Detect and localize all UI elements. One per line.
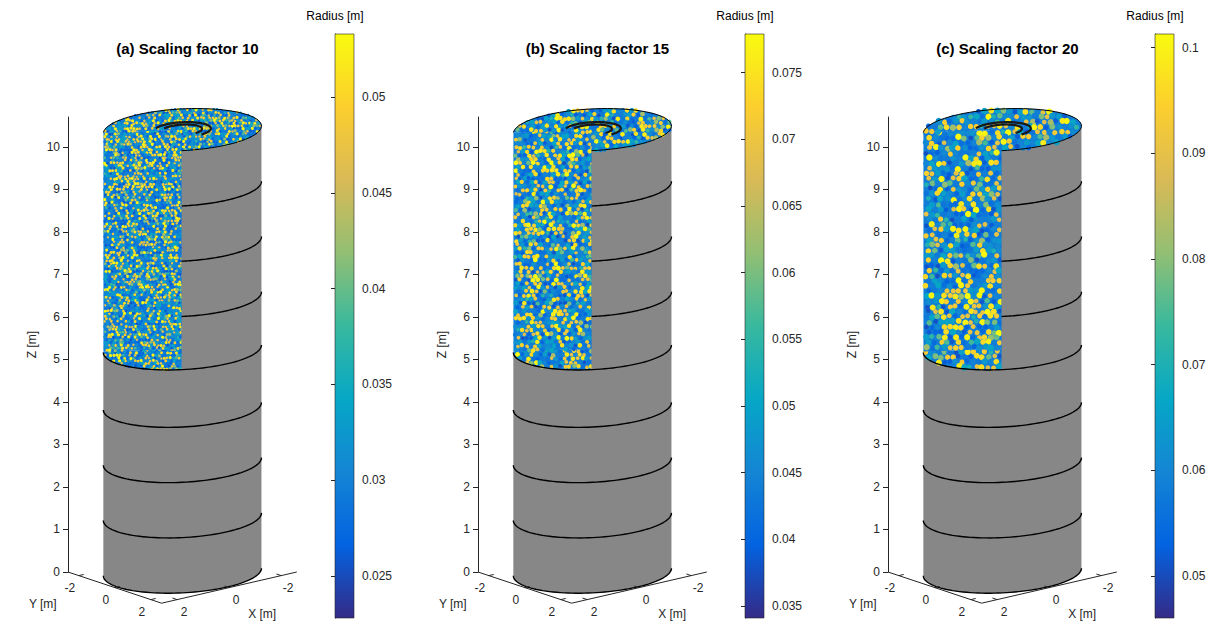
svg-text:0.03: 0.03 bbox=[362, 473, 386, 487]
svg-text:0.09: 0.09 bbox=[1182, 146, 1206, 160]
svg-text:0.05: 0.05 bbox=[362, 90, 386, 104]
svg-text:0: 0 bbox=[643, 593, 650, 607]
svg-text:3: 3 bbox=[463, 437, 470, 451]
svg-text:0.075: 0.075 bbox=[772, 66, 802, 80]
svg-text:0.1: 0.1 bbox=[1182, 41, 1199, 55]
svg-text:Y [m]: Y [m] bbox=[439, 597, 467, 611]
svg-text:(c) Scaling factor 20: (c) Scaling factor 20 bbox=[936, 40, 1079, 57]
svg-text:2: 2 bbox=[958, 605, 965, 619]
svg-text:2: 2 bbox=[463, 480, 470, 494]
svg-text:2: 2 bbox=[181, 605, 188, 619]
svg-text:-2: -2 bbox=[283, 581, 294, 595]
svg-text:5: 5 bbox=[463, 352, 470, 366]
svg-text:4: 4 bbox=[53, 395, 60, 409]
svg-text:-2: -2 bbox=[1103, 581, 1114, 595]
svg-text:0: 0 bbox=[873, 565, 880, 579]
svg-text:-2: -2 bbox=[693, 581, 704, 595]
svg-text:0: 0 bbox=[463, 565, 470, 579]
svg-text:1: 1 bbox=[463, 522, 470, 536]
svg-text:7: 7 bbox=[463, 267, 470, 281]
svg-text:0.035: 0.035 bbox=[362, 377, 392, 391]
svg-text:Z [m]: Z [m] bbox=[25, 331, 39, 358]
svg-text:X [m]: X [m] bbox=[1068, 607, 1096, 621]
svg-text:0.055: 0.055 bbox=[772, 332, 802, 346]
svg-text:0.04: 0.04 bbox=[772, 532, 796, 546]
svg-text:6: 6 bbox=[873, 310, 880, 324]
svg-text:0.04: 0.04 bbox=[362, 282, 386, 296]
svg-text:Radius [m]: Radius [m] bbox=[716, 9, 773, 23]
svg-text:0.08: 0.08 bbox=[1182, 252, 1206, 266]
svg-text:1: 1 bbox=[53, 522, 60, 536]
svg-text:Radius [m]: Radius [m] bbox=[1126, 9, 1183, 23]
svg-text:8: 8 bbox=[873, 225, 880, 239]
svg-text:X [m]: X [m] bbox=[658, 607, 686, 621]
svg-text:0: 0 bbox=[233, 593, 240, 607]
svg-text:Z [m]: Z [m] bbox=[435, 331, 449, 358]
svg-text:6: 6 bbox=[53, 310, 60, 324]
svg-text:7: 7 bbox=[53, 267, 60, 281]
svg-text:0: 0 bbox=[512, 593, 519, 607]
svg-text:10: 10 bbox=[867, 140, 881, 154]
svg-text:3: 3 bbox=[873, 437, 880, 451]
svg-text:0.06: 0.06 bbox=[772, 266, 796, 280]
svg-text:0.045: 0.045 bbox=[362, 186, 392, 200]
svg-text:0: 0 bbox=[922, 593, 929, 607]
svg-text:(b) Scaling factor 15: (b) Scaling factor 15 bbox=[526, 40, 669, 57]
svg-text:Y [m]: Y [m] bbox=[29, 597, 57, 611]
svg-text:0.045: 0.045 bbox=[772, 466, 802, 480]
svg-text:2: 2 bbox=[53, 480, 60, 494]
svg-text:0.035: 0.035 bbox=[772, 599, 802, 613]
svg-text:2: 2 bbox=[591, 605, 598, 619]
svg-text:0: 0 bbox=[102, 593, 109, 607]
svg-text:0.07: 0.07 bbox=[772, 132, 796, 146]
svg-text:Y [m]: Y [m] bbox=[849, 597, 877, 611]
svg-text:0.05: 0.05 bbox=[772, 399, 796, 413]
svg-text:10: 10 bbox=[457, 140, 471, 154]
svg-text:2: 2 bbox=[548, 605, 555, 619]
svg-text:-2: -2 bbox=[884, 581, 895, 595]
svg-text:6: 6 bbox=[463, 310, 470, 324]
svg-text:4: 4 bbox=[873, 395, 880, 409]
svg-text:(a) Scaling factor 10: (a) Scaling factor 10 bbox=[116, 40, 259, 57]
svg-text:0: 0 bbox=[53, 565, 60, 579]
svg-text:2: 2 bbox=[1001, 605, 1008, 619]
svg-text:4: 4 bbox=[463, 395, 470, 409]
svg-text:7: 7 bbox=[873, 267, 880, 281]
svg-text:2: 2 bbox=[138, 605, 145, 619]
svg-text:0.05: 0.05 bbox=[1182, 569, 1206, 583]
svg-text:-2: -2 bbox=[474, 581, 485, 595]
svg-text:0.065: 0.065 bbox=[772, 199, 802, 213]
svg-text:8: 8 bbox=[53, 225, 60, 239]
svg-text:9: 9 bbox=[463, 182, 470, 196]
svg-text:-2: -2 bbox=[64, 581, 75, 595]
svg-text:0: 0 bbox=[1053, 593, 1060, 607]
svg-text:0.07: 0.07 bbox=[1182, 358, 1206, 372]
svg-text:10: 10 bbox=[47, 140, 61, 154]
svg-text:Radius [m]: Radius [m] bbox=[306, 9, 363, 23]
svg-text:5: 5 bbox=[873, 352, 880, 366]
svg-text:5: 5 bbox=[53, 352, 60, 366]
svg-text:Z [m]: Z [m] bbox=[845, 331, 859, 358]
svg-text:3: 3 bbox=[53, 437, 60, 451]
svg-text:2: 2 bbox=[873, 480, 880, 494]
svg-text:0.025: 0.025 bbox=[362, 569, 392, 583]
svg-text:1: 1 bbox=[873, 522, 880, 536]
svg-text:8: 8 bbox=[463, 225, 470, 239]
svg-text:X [m]: X [m] bbox=[248, 607, 276, 621]
svg-text:9: 9 bbox=[53, 182, 60, 196]
svg-text:9: 9 bbox=[873, 182, 880, 196]
svg-text:0.06: 0.06 bbox=[1182, 463, 1206, 477]
